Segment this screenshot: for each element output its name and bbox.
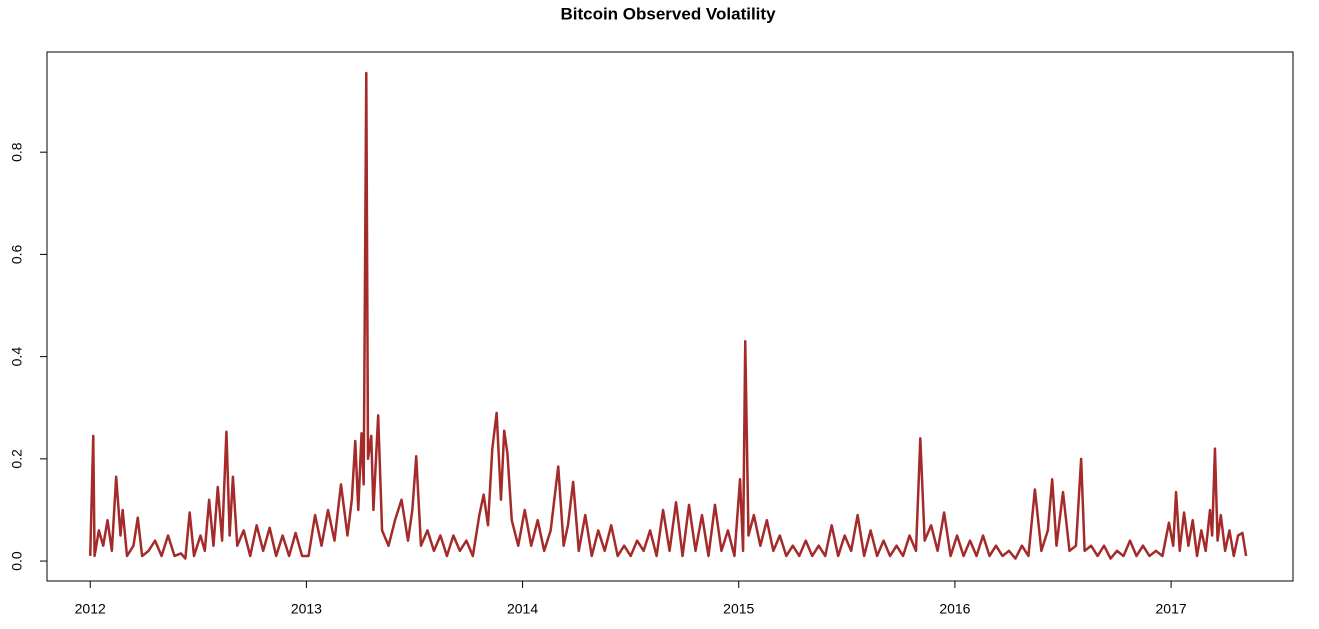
volatility-line xyxy=(88,71,1248,560)
x-tick-label: 2013 xyxy=(291,601,322,617)
x-tick-label: 2016 xyxy=(939,601,970,617)
x-tick-label: 2017 xyxy=(1156,601,1187,617)
y-tick-label: 0.6 xyxy=(9,244,25,264)
x-tick-label: 2012 xyxy=(75,601,106,617)
y-tick-label: 0.4 xyxy=(9,347,25,367)
y-tick-label: 0.2 xyxy=(9,449,25,469)
y-tick-label: 0.8 xyxy=(9,142,25,162)
x-tick-label: 2015 xyxy=(723,601,754,617)
y-tick-label: 0.0 xyxy=(9,551,25,571)
chart-title: Bitcoin Observed Volatility xyxy=(560,4,776,23)
x-tick-label: 2014 xyxy=(507,601,538,617)
